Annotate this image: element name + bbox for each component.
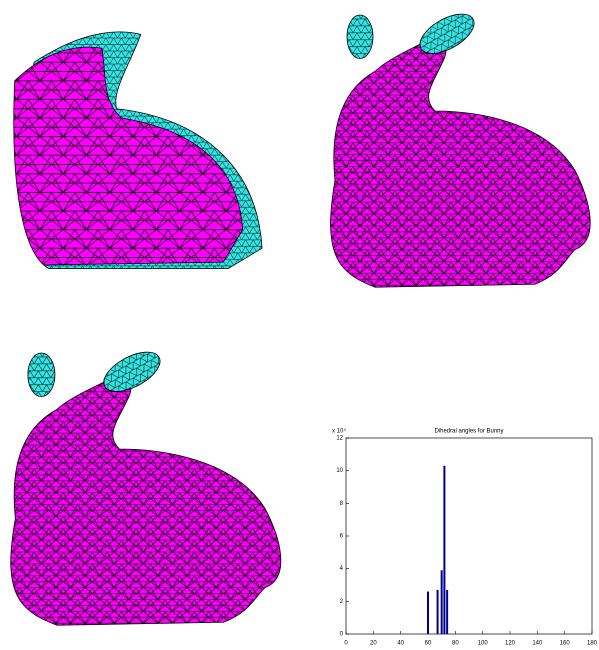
y-tick-label: 12: [336, 436, 343, 442]
plot-frame: [346, 438, 592, 634]
y-tick-label: 10: [336, 468, 343, 474]
bar: [441, 570, 443, 634]
bunny-finest: [11, 344, 281, 625]
y-tick-label: 0: [340, 632, 344, 638]
bunny-coarse: [14, 32, 262, 269]
bar: [427, 592, 429, 634]
x-tick-label: 80: [452, 641, 459, 647]
x-tick-label: 60: [425, 641, 432, 647]
bar: [446, 590, 448, 634]
x-tick-label: 20: [370, 641, 377, 647]
x-tick-label: 140: [532, 641, 543, 647]
y-multiplier: x 10⁴: [332, 428, 346, 435]
bunny-fine: [331, 6, 591, 287]
x-tick-label: 0: [344, 641, 348, 647]
histogram: Dihedral angles for Bunny x 10⁴ 0 2 4 6 8 10 1…: [330, 418, 599, 650]
x-tick-label: 180: [587, 641, 598, 647]
x-tick-label: 120: [505, 641, 516, 647]
bar: [443, 466, 445, 634]
y-tick-label: 8: [340, 501, 344, 507]
bar: [437, 590, 439, 634]
y-tick-label: 4: [340, 566, 344, 572]
y-tick-label: 6: [340, 534, 344, 540]
x-tick-label: 100: [478, 641, 489, 647]
y-tick-label: 2: [340, 599, 344, 605]
chart-title: Dihedral angles for Bunny: [434, 429, 503, 435]
x-tick-label: 160: [560, 641, 571, 647]
figure: Dihedral angles for Bunny x 10⁴ 0 2 4 6 8 10 1…: [0, 0, 599, 650]
x-tick-label: 40: [397, 641, 404, 647]
